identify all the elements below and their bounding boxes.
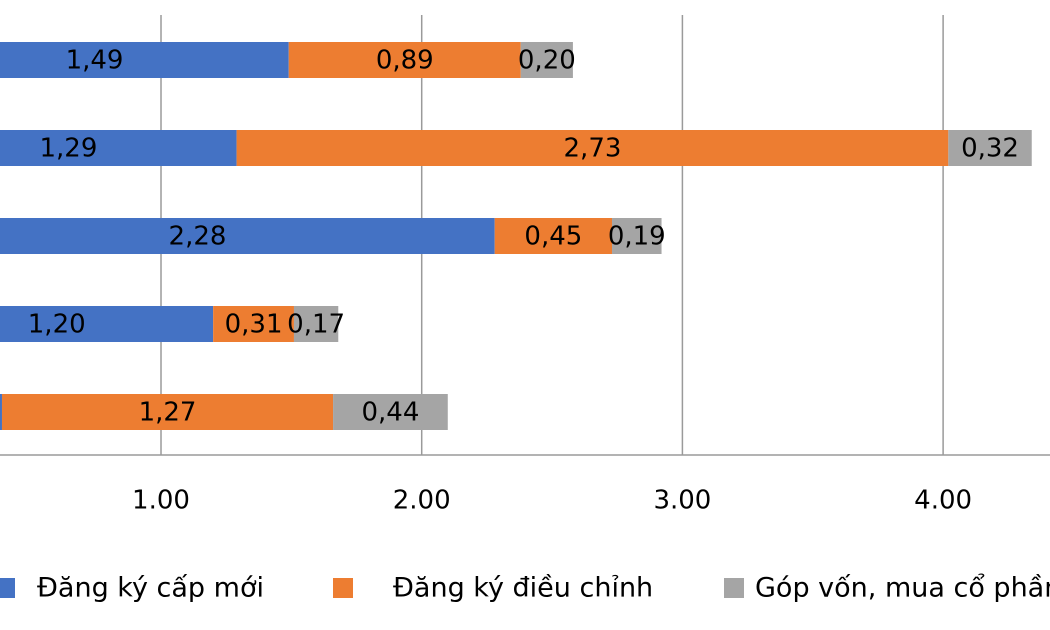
bar-segment	[0, 218, 495, 254]
data-label: 0,45	[524, 222, 582, 252]
bar-segment	[520, 42, 573, 78]
legend-marker	[333, 578, 353, 598]
data-label: 0,44	[361, 398, 419, 428]
data-label: 0,32	[961, 134, 1019, 164]
legend-marker	[724, 578, 744, 598]
legend-label: Góp vốn, mua cổ phần	[755, 573, 1050, 604]
data-label: 0,19	[608, 222, 666, 252]
data-label: 0,31	[225, 310, 283, 340]
legend-label: Đăng ký cấp mới	[37, 573, 264, 604]
x-tick-label: 4.00	[914, 486, 972, 516]
bar-segment	[293, 306, 339, 342]
x-tick-label: 3.00	[653, 486, 711, 516]
data-label: 1,27	[139, 398, 197, 428]
legend-label: Đăng ký điều chỉnh	[393, 573, 653, 604]
bar-segment	[0, 42, 289, 78]
data-label: 0,17	[287, 310, 345, 340]
x-tick-label: 2.00	[393, 486, 451, 516]
bar-segment	[1, 394, 334, 430]
bar-segment	[0, 306, 214, 342]
bar-segment	[0, 130, 237, 166]
bar-segment	[333, 394, 448, 430]
bar-segment	[494, 218, 613, 254]
bar-segment	[236, 130, 949, 166]
data-label: 1,29	[40, 134, 98, 164]
bar-segment	[0, 394, 2, 430]
legend-marker	[0, 578, 15, 598]
data-label: 0,89	[376, 46, 434, 76]
data-label: 1,49	[66, 46, 124, 76]
data-label: 2,73	[564, 134, 622, 164]
data-label: 2,28	[169, 222, 227, 252]
bar-segment	[288, 42, 521, 78]
bar-segment	[948, 130, 1032, 166]
data-label: 1,20	[28, 310, 86, 340]
data-label: 0,20	[518, 46, 576, 76]
bar-segment	[213, 306, 294, 342]
bar-segment	[612, 218, 662, 254]
x-tick-label: 1.00	[132, 486, 190, 516]
